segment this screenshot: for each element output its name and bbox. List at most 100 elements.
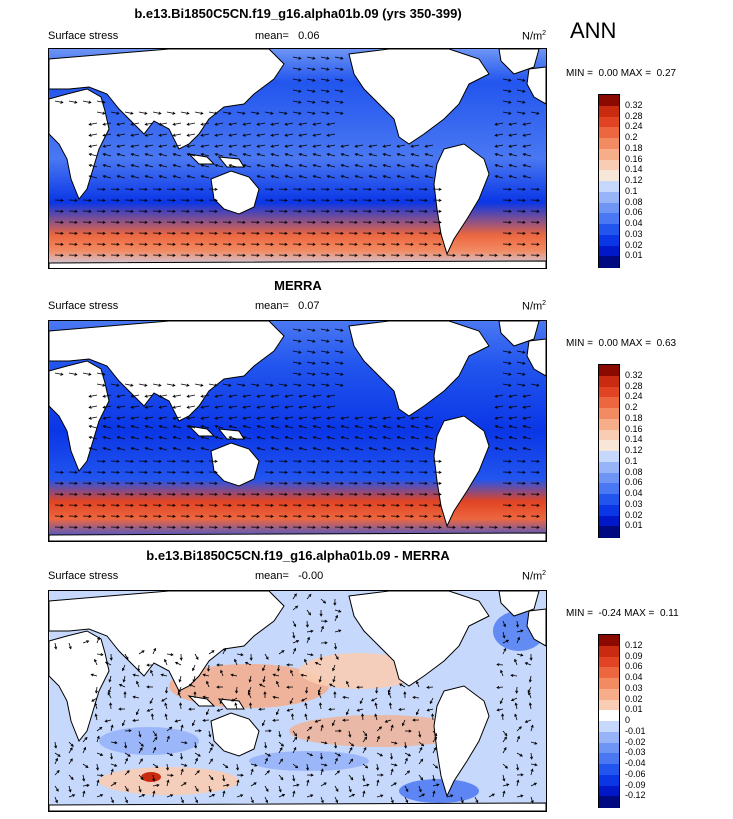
- wind-vector: [497, 708, 504, 711]
- wind-vector-head: [410, 481, 414, 485]
- wind-vector-head: [281, 650, 285, 653]
- wind-vector: [215, 425, 224, 429]
- wind-vector-head: [515, 690, 519, 694]
- wind-vector-head: [116, 253, 120, 257]
- wind-vector: [369, 144, 378, 147]
- wind-vector: [164, 659, 168, 666]
- wind-vector: [54, 758, 58, 765]
- wind-vector: [509, 153, 518, 157]
- wind-vector: [397, 425, 406, 429]
- wind-vector-head: [172, 253, 176, 257]
- wind-vector: [271, 416, 280, 419]
- wind-vector-head: [312, 164, 316, 168]
- wind-vector: [292, 631, 295, 638]
- colorbar-level-label: 0.03: [625, 228, 643, 239]
- wind-vector-head: [100, 652, 104, 657]
- wind-vector-head: [319, 756, 324, 760]
- wind-vector: [292, 730, 297, 737]
- wind-vector-head: [336, 770, 341, 774]
- wind-vector-head: [284, 175, 288, 179]
- wind-vector-head: [88, 198, 92, 202]
- colorbar-swatch: [599, 764, 619, 776]
- wind-vector: [68, 642, 72, 649]
- wind-vector-head: [410, 187, 414, 191]
- wind-vector: [206, 681, 210, 688]
- wind-vector-head: [158, 242, 162, 246]
- wind-vector: [509, 164, 518, 168]
- wind-vector-head: [153, 647, 157, 652]
- wind-vector: [320, 626, 324, 633]
- colorbar-level-label: 0.14: [625, 434, 643, 445]
- wind-vector-head: [186, 220, 190, 224]
- colorbar-swatch: [599, 375, 619, 387]
- panel-3-mean: mean= -0.00: [255, 570, 323, 582]
- wind-vector-head: [503, 747, 507, 751]
- wind-vector: [137, 664, 140, 672]
- wind-vector: [173, 416, 182, 419]
- wind-vector-head: [116, 492, 120, 496]
- wind-vector: [495, 122, 504, 125]
- wind-vector: [411, 416, 420, 419]
- wind-vector: [390, 763, 397, 766]
- wind-vector: [278, 774, 284, 780]
- wind-vector: [152, 111, 161, 114]
- wind-vector-head: [508, 111, 512, 115]
- wind-vector-head: [298, 492, 302, 496]
- wind-vector-head: [434, 733, 438, 737]
- wind-vector: [418, 785, 422, 792]
- wind-vector-head: [270, 122, 274, 126]
- wind-vector-head: [123, 691, 127, 695]
- wind-vector-head: [88, 394, 92, 398]
- wind-vector-head: [404, 745, 408, 749]
- wind-vector-head: [284, 405, 288, 409]
- wind-vector: [509, 416, 518, 419]
- wind-vector: [369, 416, 378, 419]
- wind-vector-head: [308, 593, 312, 597]
- wind-vector-head: [228, 164, 232, 168]
- wind-vector: [82, 100, 91, 103]
- wind-vector-head: [312, 394, 316, 398]
- wind-vector-head: [432, 778, 436, 782]
- wind-vector-head: [340, 372, 344, 376]
- wind-vector: [96, 780, 99, 787]
- wind-vector-head: [295, 640, 300, 643]
- wind-vector-head: [130, 470, 134, 474]
- wind-vector: [523, 436, 532, 440]
- colorbar-level-label: 0.1: [625, 185, 638, 196]
- wind-vector: [159, 144, 168, 147]
- wind-vector-head: [326, 328, 330, 332]
- wind-vector-head: [186, 492, 190, 496]
- wind-vector-head: [228, 231, 232, 235]
- wind-vector-head: [396, 514, 400, 518]
- wind-vector-head: [170, 794, 174, 798]
- wind-vector-head: [284, 394, 288, 398]
- wind-vector-head: [410, 416, 414, 420]
- wind-vector-head: [130, 198, 134, 202]
- wind-vector-head: [380, 794, 384, 798]
- wind-vector: [320, 328, 329, 331]
- wind-vector-head: [312, 339, 316, 343]
- wind-vector-head: [172, 436, 176, 440]
- wind-vector-head: [522, 394, 526, 398]
- colorbar-swatch: [599, 224, 619, 236]
- wind-vector: [306, 630, 313, 633]
- wind-vector: [131, 175, 140, 179]
- wind-vector-head: [214, 220, 218, 224]
- wind-vector: [278, 794, 285, 798]
- wind-vector-head: [256, 253, 260, 257]
- wind-vector-head: [496, 685, 500, 689]
- wind-vector-head: [130, 405, 134, 409]
- wind-vector: [187, 436, 196, 440]
- wind-vector: [180, 769, 184, 776]
- wind-vector-head: [144, 436, 148, 440]
- wind-vector: [187, 133, 196, 136]
- landmass-shape: [49, 591, 285, 692]
- wind-vector: [333, 675, 336, 682]
- wind-vector-head: [200, 481, 204, 485]
- wind-vector-head: [424, 209, 428, 213]
- wind-vector: [306, 361, 315, 364]
- panel-1-mean-value: 0.06: [298, 30, 320, 42]
- wind-vector-head: [132, 695, 136, 699]
- wind-vector: [313, 447, 322, 451]
- wind-vector: [509, 425, 518, 429]
